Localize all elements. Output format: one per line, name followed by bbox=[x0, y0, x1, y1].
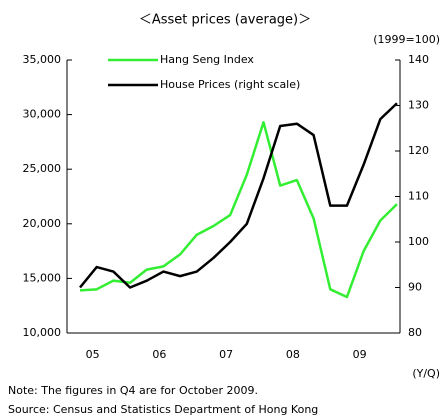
legend-label: House Prices (right scale) bbox=[160, 78, 300, 91]
y-tick-label: 10,000 bbox=[23, 326, 62, 339]
y2-tick-label: 90 bbox=[408, 281, 422, 294]
source: Source: Census and Statistics Department… bbox=[8, 403, 318, 416]
y-tick-label: 30,000 bbox=[23, 108, 62, 121]
x-tick-label: 05 bbox=[86, 348, 100, 361]
x-tick-label: 09 bbox=[353, 348, 367, 361]
y2-tick-label: 130 bbox=[408, 99, 429, 112]
y2-tick-label: 80 bbox=[408, 326, 422, 339]
note: Note: The figures in Q4 are for October … bbox=[8, 384, 258, 397]
y-tick-label: 15,000 bbox=[23, 271, 62, 284]
x-tick-label: 08 bbox=[286, 348, 300, 361]
legend-label: Hang Seng Index bbox=[160, 53, 254, 66]
y-tick-label: 35,000 bbox=[23, 53, 62, 66]
chart-title: ＜Asset prices (average)＞ bbox=[139, 13, 311, 28]
y-tick-label: 25,000 bbox=[23, 162, 62, 175]
series-line bbox=[79, 102, 398, 289]
series-line bbox=[79, 120, 398, 299]
y2-unit: (1999=100) bbox=[373, 33, 440, 46]
y2-tick-label: 110 bbox=[408, 190, 429, 203]
x-unit: (Y/Q) bbox=[412, 367, 440, 380]
y2-tick-label: 100 bbox=[408, 235, 429, 248]
x-tick-label: 06 bbox=[152, 348, 166, 361]
y-tick-label: 20,000 bbox=[23, 217, 62, 230]
y2-tick-label: 140 bbox=[408, 53, 429, 66]
x-tick-label: 07 bbox=[219, 348, 233, 361]
y2-tick-label: 120 bbox=[408, 144, 429, 157]
